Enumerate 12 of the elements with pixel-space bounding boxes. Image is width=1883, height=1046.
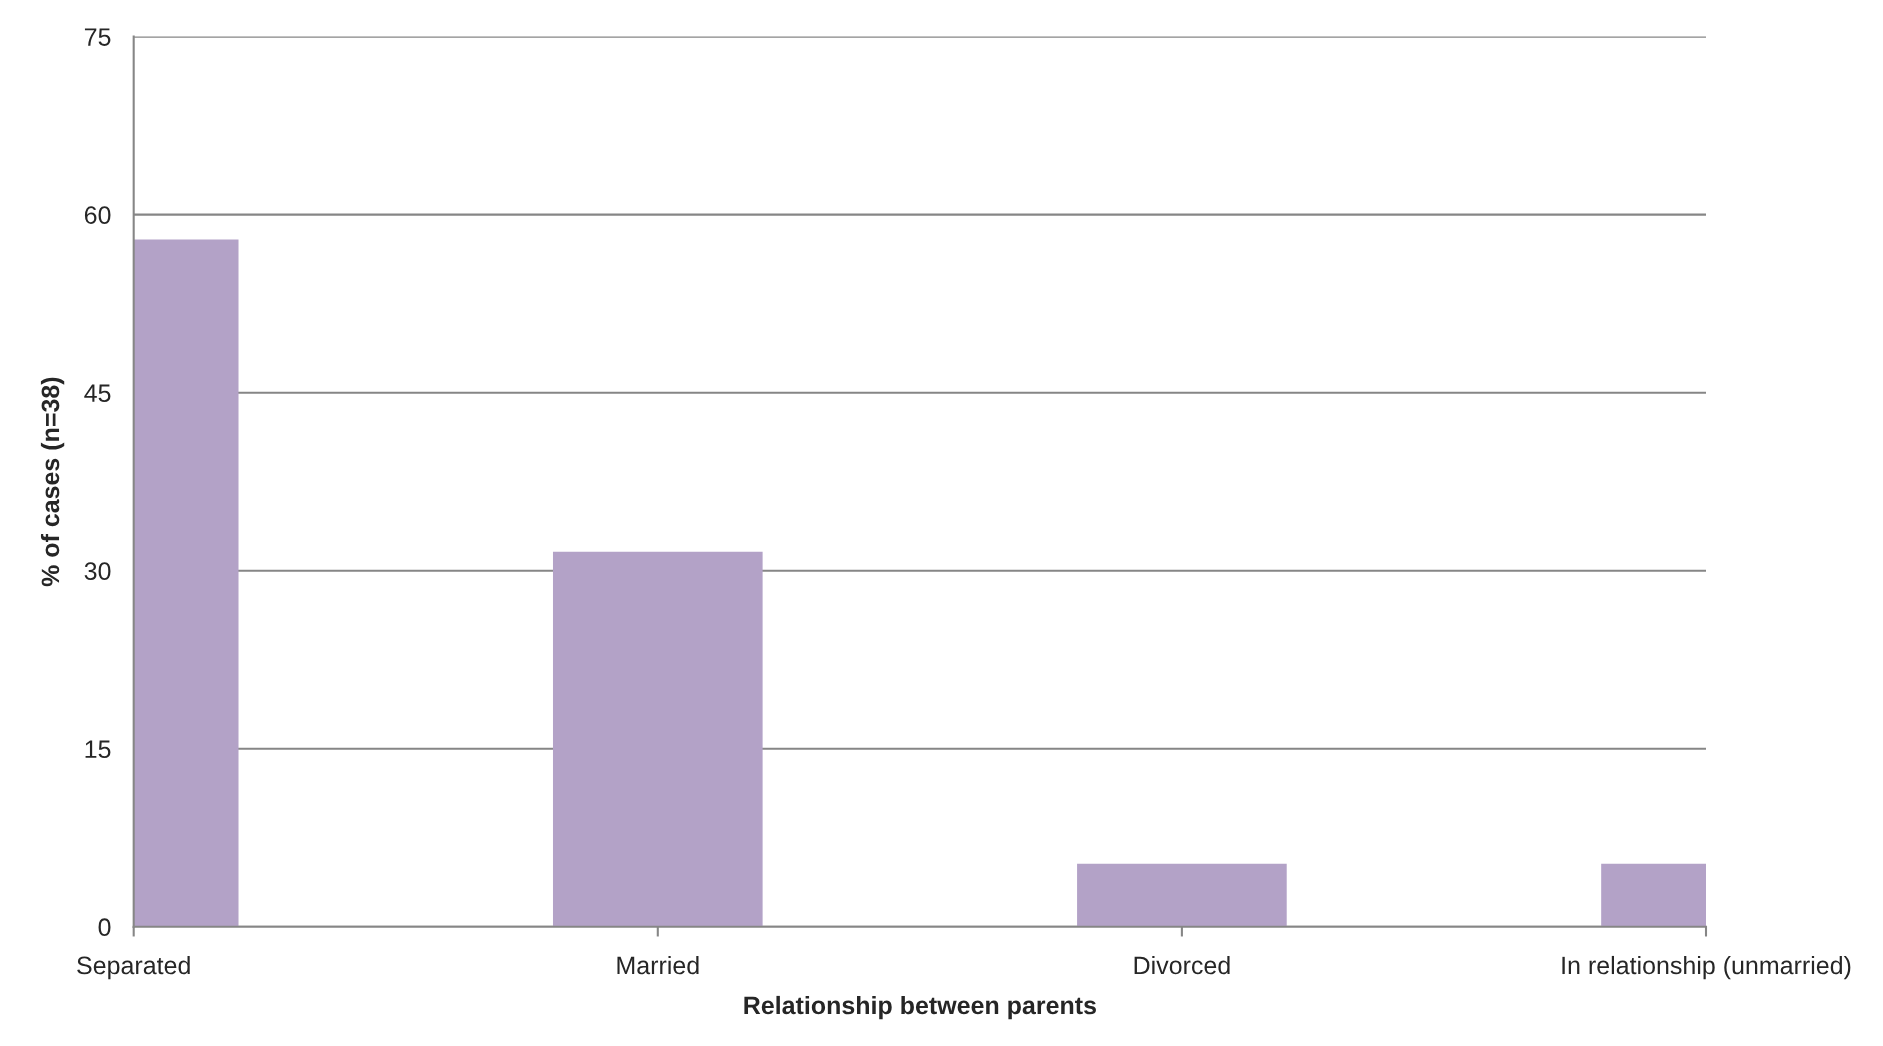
y-tick-label: 15 — [85, 740, 111, 759]
x-tick-label: In relationship (unmarried) — [1562, 955, 1851, 980]
y-axis-title: % of cases (n=38) — [40, 377, 65, 587]
y-tick-label: 45 — [84, 384, 111, 402]
x-axis-title: Relationship between parents — [744, 995, 1096, 1020]
y-tick-label: 30 — [84, 562, 111, 580]
x-tick-label: Separated — [77, 955, 190, 980]
x-tick-label: Married — [617, 955, 699, 975]
y-tick-label: 0 — [98, 918, 111, 937]
x-tick-label: Divorced — [1134, 955, 1230, 975]
y-tick-label: 60 — [84, 206, 111, 224]
y-tick-label: 75 — [84, 28, 111, 46]
